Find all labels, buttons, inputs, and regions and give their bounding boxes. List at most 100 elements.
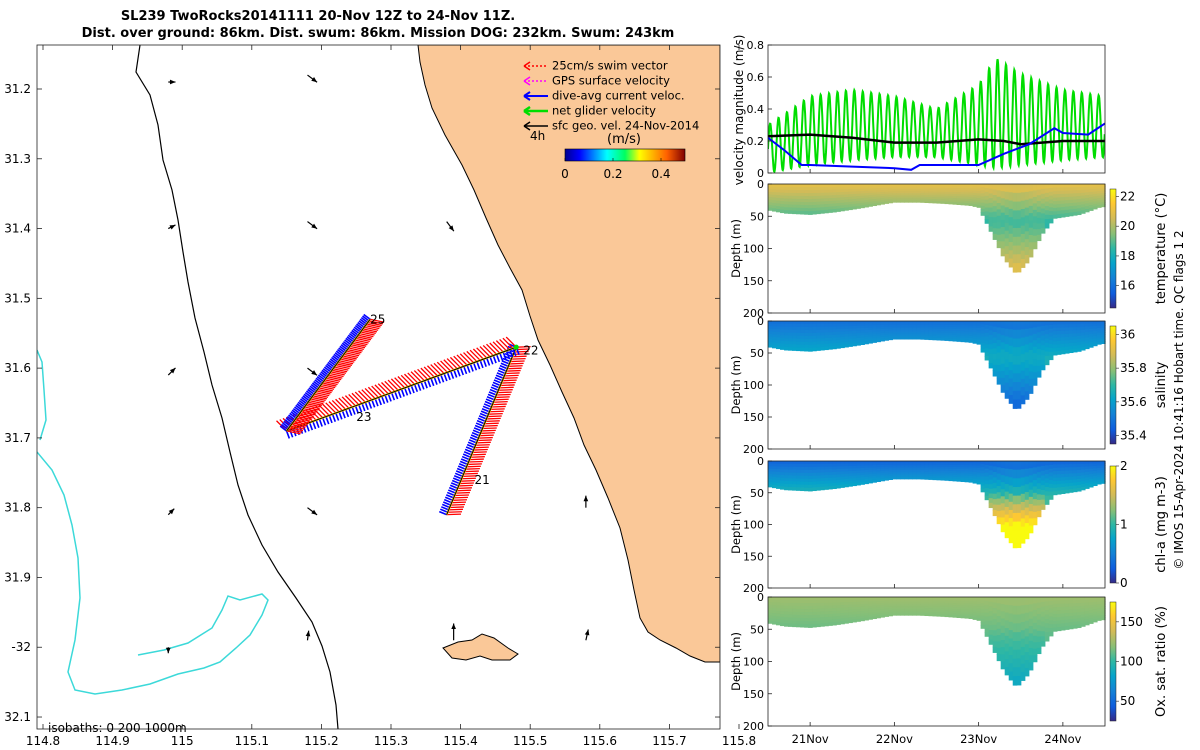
section-cell bbox=[932, 185, 938, 189]
section-cell bbox=[1092, 196, 1098, 200]
section-cell bbox=[800, 347, 805, 352]
section-cell bbox=[1056, 321, 1062, 325]
section-cell bbox=[996, 184, 1002, 191]
section-cell bbox=[844, 610, 849, 614]
section-cell bbox=[804, 338, 809, 343]
section-cell bbox=[1004, 612, 1010, 621]
section-cell bbox=[1080, 478, 1086, 482]
current-vector bbox=[476, 419, 485, 425]
section-cell bbox=[836, 184, 841, 188]
section-cell bbox=[940, 608, 946, 612]
section-cell bbox=[1044, 342, 1050, 348]
section-cell bbox=[968, 321, 974, 324]
section-cell bbox=[840, 194, 845, 198]
section-cell bbox=[812, 466, 817, 471]
section-cell bbox=[912, 194, 918, 198]
section-cell bbox=[776, 463, 781, 468]
swim-vector bbox=[443, 359, 455, 371]
rottnest-island bbox=[442, 633, 519, 661]
section-cell bbox=[1068, 606, 1074, 611]
section-cell bbox=[1028, 191, 1034, 200]
section-cell bbox=[1064, 209, 1070, 214]
swim-vector bbox=[447, 511, 463, 513]
current-vector bbox=[354, 325, 363, 332]
section-cell bbox=[852, 333, 857, 337]
section-cell bbox=[920, 194, 926, 198]
section-cell bbox=[816, 198, 821, 203]
section-cell bbox=[960, 467, 966, 470]
section-cell bbox=[820, 620, 825, 624]
section-cell bbox=[1092, 473, 1098, 477]
section-cell bbox=[860, 599, 865, 603]
section-cell bbox=[980, 336, 986, 341]
section-cell bbox=[1028, 461, 1034, 469]
section-cell bbox=[884, 326, 889, 330]
swim-vector bbox=[465, 468, 480, 470]
section-cell bbox=[1096, 617, 1102, 621]
section-cell bbox=[1032, 511, 1038, 519]
section-cell bbox=[1020, 534, 1026, 544]
section-cell bbox=[908, 606, 914, 609]
section-cell bbox=[776, 343, 781, 347]
section-cell bbox=[1068, 600, 1074, 604]
section-cell bbox=[848, 466, 853, 470]
section-cell bbox=[808, 208, 813, 212]
swim-vector bbox=[305, 404, 320, 410]
section-cell bbox=[1080, 623, 1086, 627]
section-cell bbox=[1080, 186, 1086, 191]
section-cell bbox=[804, 463, 809, 468]
current-vector bbox=[295, 404, 303, 411]
section-cell bbox=[1020, 321, 1026, 330]
swim-vector bbox=[327, 376, 342, 381]
section-cell bbox=[844, 336, 849, 340]
section-cell bbox=[860, 611, 865, 615]
section-cell bbox=[1060, 200, 1066, 205]
swim-vector bbox=[348, 347, 363, 352]
section-cell bbox=[1064, 597, 1070, 601]
section-cell bbox=[956, 333, 962, 336]
section-cell bbox=[976, 200, 982, 204]
section-cell bbox=[968, 198, 974, 202]
section-cell bbox=[1100, 190, 1106, 194]
section-cell bbox=[828, 343, 833, 347]
section-cell bbox=[1024, 476, 1030, 485]
isobaths-label: isobaths: 0 200 1000m bbox=[48, 721, 187, 735]
section-cell bbox=[1048, 351, 1054, 357]
section-cell bbox=[1088, 620, 1094, 624]
section-cell bbox=[1052, 464, 1058, 469]
section-cell bbox=[772, 339, 777, 343]
section-cell bbox=[976, 337, 982, 341]
section-cell bbox=[996, 196, 1002, 204]
section-cell bbox=[912, 602, 918, 605]
section-cell bbox=[816, 332, 821, 337]
section-cell bbox=[1064, 603, 1070, 608]
section-cell bbox=[1024, 612, 1030, 622]
section-cell bbox=[1064, 190, 1070, 195]
section-cell bbox=[1076, 199, 1082, 203]
section-cell bbox=[928, 321, 934, 324]
section-cell bbox=[820, 602, 825, 607]
section-cell bbox=[980, 625, 986, 629]
section-cell bbox=[924, 198, 930, 202]
section-cell bbox=[1016, 614, 1022, 624]
section-cell bbox=[872, 327, 877, 331]
section-cell bbox=[1016, 623, 1022, 633]
section-cell bbox=[1016, 495, 1022, 505]
time-tick-label: 21Nov bbox=[792, 732, 829, 746]
section-cell bbox=[960, 607, 966, 611]
section-cell bbox=[972, 204, 978, 207]
section-cell bbox=[848, 186, 853, 190]
section-cell bbox=[984, 348, 990, 353]
section-cell bbox=[1052, 348, 1058, 353]
section-cell bbox=[924, 611, 930, 615]
section-cell bbox=[1032, 242, 1038, 250]
section-cell bbox=[896, 598, 901, 602]
section-cell bbox=[792, 204, 797, 209]
section-cell bbox=[940, 185, 946, 189]
section-cell bbox=[980, 208, 986, 213]
section-cell bbox=[832, 597, 837, 601]
velocity-ytick-label: 0.6 bbox=[747, 71, 765, 84]
section-cell bbox=[876, 184, 881, 187]
section-cell bbox=[984, 219, 990, 224]
section-cell bbox=[984, 608, 990, 614]
